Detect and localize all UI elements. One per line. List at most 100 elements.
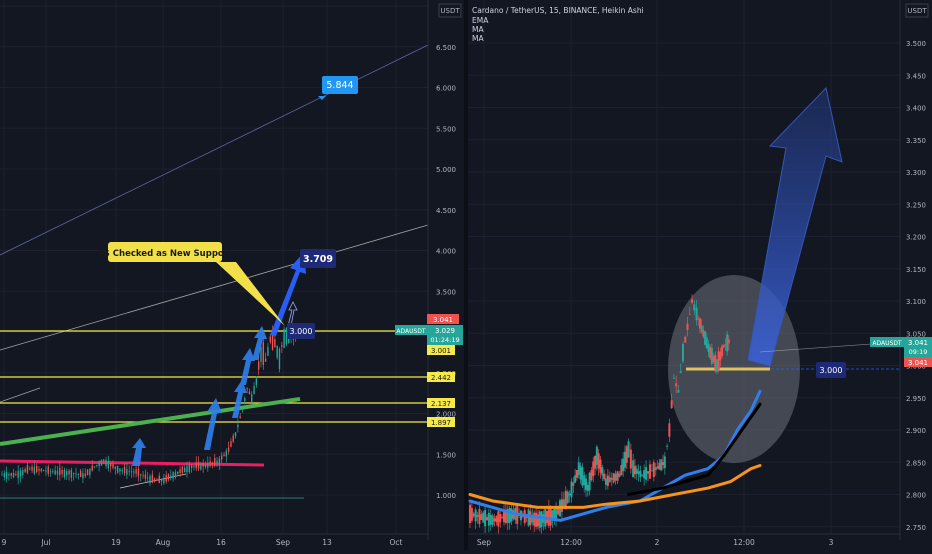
right-candle-body bbox=[686, 323, 689, 330]
left-candle-body bbox=[40, 468, 43, 472]
rtag-symbol-box bbox=[870, 337, 904, 347]
legend-item: EMA bbox=[472, 16, 489, 25]
right-y-tick: 3.150 bbox=[906, 266, 926, 274]
left-x-tick: 13 bbox=[322, 538, 332, 547]
middle-trendline[interactable] bbox=[0, 224, 429, 351]
level-label-3000-left: 3.000 bbox=[290, 327, 313, 336]
target-label-5844-box[interactable] bbox=[322, 76, 358, 94]
left-y-tick: 4.500 bbox=[436, 207, 456, 215]
right-candle-body bbox=[474, 509, 477, 522]
left-candle-body bbox=[47, 466, 49, 474]
target-label-3709: 3.709 bbox=[303, 254, 333, 265]
panel-divider[interactable] bbox=[464, 0, 468, 550]
left-x-tick: 19 bbox=[111, 538, 121, 547]
green-trendline[interactable] bbox=[0, 397, 301, 446]
ma-line-2 bbox=[468, 464, 762, 509]
right-price-axis[interactable] bbox=[900, 0, 932, 550]
right-axis-unit: USDT bbox=[907, 7, 927, 15]
right-candle-body bbox=[599, 459, 602, 473]
left-candle-body bbox=[278, 348, 281, 370]
left-candle-body bbox=[29, 468, 31, 470]
right-candle-body bbox=[610, 477, 613, 480]
right-candle-body bbox=[510, 508, 513, 522]
right-y-tick: 3.050 bbox=[906, 330, 926, 338]
left-candle-body bbox=[179, 469, 181, 473]
right-candle-body bbox=[553, 508, 556, 521]
level-label-3000-left-box[interactable] bbox=[287, 323, 315, 339]
right-candle-body bbox=[489, 514, 492, 525]
left-candle-body bbox=[130, 471, 133, 473]
level-label-3000-right-box[interactable] bbox=[816, 362, 846, 378]
right-candle-body bbox=[647, 471, 650, 474]
right-x-tick: Sep bbox=[477, 538, 491, 547]
right-candle-body bbox=[704, 331, 707, 345]
right-candle-body bbox=[677, 390, 680, 393]
left-candle-body bbox=[239, 416, 241, 419]
impulse-arrow-3 bbox=[232, 380, 247, 418]
right-candle-body bbox=[586, 484, 589, 492]
left-y-tick: 1.500 bbox=[436, 451, 456, 459]
left-candle-body bbox=[72, 473, 75, 474]
target-label-3709-box[interactable] bbox=[300, 249, 336, 268]
left-candle-body bbox=[33, 466, 36, 474]
left-axis-unit-box[interactable] bbox=[438, 3, 462, 18]
right-candle-body bbox=[484, 510, 487, 527]
right-candle-body bbox=[560, 499, 563, 512]
left-candle-body bbox=[59, 467, 61, 476]
right-candle-body bbox=[485, 517, 488, 521]
right-candle-body bbox=[625, 446, 628, 463]
left-candle-body bbox=[116, 466, 119, 473]
right-candle-body bbox=[487, 512, 490, 526]
right-candle-body bbox=[495, 516, 498, 523]
right-candle-body bbox=[697, 318, 700, 320]
left-candle-body bbox=[61, 470, 63, 474]
right-y-tick: 3.500 bbox=[906, 40, 926, 48]
callout-pointer bbox=[216, 262, 285, 326]
left-candle-body bbox=[19, 470, 22, 477]
left-price-axis[interactable] bbox=[428, 0, 464, 550]
right-candle-body bbox=[606, 475, 609, 486]
left-candle-body bbox=[158, 475, 160, 484]
impulse-arrow-4 bbox=[240, 348, 255, 385]
right-candle-body bbox=[695, 307, 698, 321]
right-candle-body bbox=[527, 509, 530, 526]
tag-support-2-box bbox=[427, 372, 455, 382]
right-candle-body bbox=[648, 464, 651, 479]
right-candle-body bbox=[480, 514, 483, 521]
left-candle-body bbox=[267, 347, 269, 356]
right-candle-body bbox=[672, 378, 675, 379]
short-trendline[interactable] bbox=[0, 387, 41, 403]
right-candle-body bbox=[579, 465, 582, 480]
left-candle-body bbox=[197, 461, 200, 469]
left-y-tick: 1.000 bbox=[436, 492, 456, 500]
left-candle-body bbox=[140, 474, 142, 476]
left-x-tick: 16 bbox=[216, 538, 226, 547]
right-candle-body bbox=[627, 441, 630, 458]
right-y-tick: 2.900 bbox=[906, 427, 926, 435]
left-x-tick: 9 bbox=[2, 538, 7, 547]
left-candle-body bbox=[186, 466, 188, 473]
left-candle-body bbox=[211, 462, 214, 464]
tag-symbol-box bbox=[395, 325, 428, 335]
right-axis-unit-box[interactable] bbox=[905, 3, 929, 18]
right-candle-body bbox=[470, 508, 473, 521]
left-candle-body bbox=[70, 470, 73, 478]
impulse-arrow-1 bbox=[132, 438, 146, 466]
right-candle-body bbox=[501, 517, 504, 519]
right-candle-body bbox=[476, 515, 479, 517]
right-candle-body bbox=[635, 468, 638, 474]
right-candle-body bbox=[670, 400, 673, 409]
projection-arrow[interactable] bbox=[747, 86, 843, 367]
right-candle-body bbox=[654, 467, 657, 471]
left-candle-body bbox=[15, 474, 17, 475]
legend-item: MA bbox=[472, 25, 484, 34]
target-label-5844: 5.844 bbox=[326, 80, 353, 91]
left-candle-body bbox=[244, 398, 246, 402]
right-candle-body bbox=[700, 325, 703, 332]
left-candle-body bbox=[264, 358, 267, 362]
left-candle-body bbox=[3, 473, 6, 478]
level-label-3000-right: 3.000 bbox=[820, 366, 843, 375]
left-price-tags: 3.041 ADAUSDT 3.029 01:24:19 3.001 2.442… bbox=[395, 314, 463, 427]
right-candle-body bbox=[726, 334, 729, 352]
left-candle-body bbox=[96, 464, 98, 466]
